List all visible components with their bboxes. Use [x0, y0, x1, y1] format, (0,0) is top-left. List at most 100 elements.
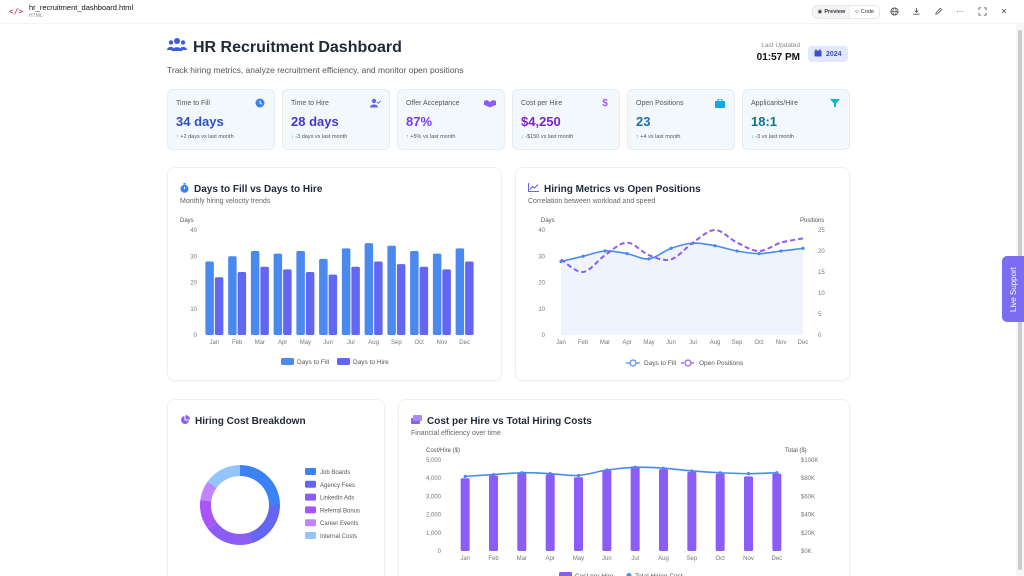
arrow-down-icon: ↓ [521, 134, 524, 140]
line-open-positions [560, 228, 804, 273]
kpi-card-open-positions: Open Positions 23 ↑ +4 vs last month [627, 89, 735, 150]
x-tick-label: Nov [743, 556, 754, 562]
legend-label: Open Positions [699, 360, 744, 367]
fullscreen-icon[interactable] [974, 4, 990, 20]
download-icon[interactable] [908, 4, 924, 20]
x-tick-label: Oct [414, 340, 424, 346]
x-tick-label: Nov [776, 340, 787, 346]
last-updated-label: Last Updated [761, 42, 800, 49]
more-icon[interactable]: ··· [956, 7, 964, 16]
slice-linkedin-ads [207, 522, 253, 545]
kpi-value: 87% [406, 114, 433, 129]
hiring-metrics-line-chart: Days Positions 0 10 20 30 40 0 5 10 15 20 25 Jan Feb Ma… [538, 218, 825, 367]
bar-cost-per-hire [687, 471, 697, 551]
live-support-label: Live Support [1008, 266, 1018, 312]
card-title-text: Hiring Cost Breakdown [195, 416, 306, 427]
days-bar-chart: Days 0 10 20 30 40 Jan Feb Mar Apr May Jun Jul Aug Sep… [180, 218, 474, 366]
card-subtitle: Financial efficiency over time [411, 430, 501, 437]
y-tick-label: 0 [542, 333, 546, 339]
data-point [576, 473, 581, 478]
kpi-change: ↑ +5% vs last month [406, 134, 455, 140]
kpi-card-cost-per-hire: Cost per Hire $ $4,250 ↓ -$150 vs last m… [512, 89, 620, 150]
live-support-button[interactable]: Live Support [1002, 256, 1024, 322]
bar-days-to-fill [455, 248, 465, 335]
slice-agency-fees [248, 505, 280, 544]
y-tick-label: 1,000 [426, 531, 442, 537]
x-tick-label: Apr [622, 340, 631, 346]
kpi-change: ↑ +2 days vs last month [176, 134, 234, 140]
kpi-change: ↓ -$150 vs last month [521, 134, 573, 140]
card-title: Hiring Cost Breakdown [180, 415, 306, 428]
card-title: Cost per Hire vs Total Hiring Costs [411, 415, 592, 427]
legend-label: Internal Costs [320, 534, 357, 540]
line-days-to-fill [560, 242, 804, 263]
year-selector-button[interactable]: 2024 [808, 46, 848, 62]
dollar-icon: $ [602, 97, 608, 109]
legend-swatch [305, 532, 316, 539]
y2-tick-label: $80K [801, 476, 815, 482]
data-point [647, 257, 651, 261]
x-tick-label: Sep [732, 340, 743, 346]
bar-cost-per-hire [630, 466, 640, 551]
year-label: 2024 [826, 50, 842, 58]
user-check-icon [369, 97, 381, 109]
cost-per-hire-combo-chart: Cost/Hire ($) Total ($) 0 1,000 2,000 3,000 4,… [426, 448, 818, 576]
bar-days-to-hire [237, 272, 247, 335]
stopwatch-icon [180, 183, 189, 196]
y2-axis-title: Positions [800, 218, 824, 224]
code-tab[interactable]: ‹› Code [850, 6, 879, 18]
kpi-change-text: +4 vs last month [640, 134, 681, 140]
close-icon[interactable]: ✕ [1000, 7, 1008, 16]
bar-days-to-hire [305, 272, 315, 335]
y-axis-title: Days [180, 218, 194, 224]
data-point [581, 254, 585, 258]
page-header: HR Recruitment Dashboard Track hiring me… [167, 37, 464, 75]
y2-tick-label: 25 [818, 228, 825, 234]
code-icon: ‹› [855, 8, 859, 15]
data-point [605, 468, 609, 472]
edit-icon[interactable] [930, 4, 946, 20]
users-icon [167, 37, 187, 58]
kpi-label: Offer Acceptance [406, 100, 460, 107]
bar-cost-per-hire [602, 470, 612, 551]
preview-tab[interactable]: ◉ Preview [812, 5, 851, 18]
card-subtitle: Monthly hiring velocity trends [180, 198, 271, 205]
data-point [603, 249, 607, 253]
y2-tick-label: 20 [818, 249, 825, 255]
bar-days-to-fill [410, 251, 419, 335]
x-tick-label: Sep [686, 556, 697, 562]
slice-internal-costs [207, 465, 240, 488]
legend-label: Career Events [320, 521, 358, 527]
legend-label: Total Hiring Cost [635, 573, 683, 576]
data-point [633, 465, 637, 469]
kpi-value: 34 days [176, 114, 224, 129]
y2-tick-label: 15 [818, 270, 825, 276]
y-tick-label: 20 [190, 281, 197, 287]
kpi-label: Open Positions [636, 100, 684, 107]
data-point [661, 466, 666, 470]
bar-days-to-hire [465, 261, 474, 335]
data-point [491, 472, 496, 477]
x-tick-label: Jul [347, 340, 355, 346]
file-name: hr_recruitment_dashboard.html [29, 3, 134, 13]
bar-days-to-hire [442, 269, 451, 335]
arrow-up-icon: ↑ [636, 134, 639, 140]
cost-breakdown-card: Hiring Cost Breakdown Job Boards Agency F… [167, 399, 385, 576]
calendar-icon [814, 49, 822, 59]
x-tick-label: Dec [771, 556, 782, 562]
bar-cost-per-hire [715, 473, 725, 551]
card-title: Days to Fill vs Days to Hire [180, 183, 322, 196]
arrow-up-icon: ↑ [176, 134, 179, 140]
cost-per-hire-card: Cost per Hire vs Total Hiring Costs Fina… [398, 399, 850, 576]
data-point [746, 472, 751, 476]
kpi-value: $4,250 [521, 114, 561, 129]
y2-tick-label: $0K [801, 549, 812, 555]
legend-label: Job Boards [320, 470, 350, 476]
file-type: HTML [29, 12, 43, 19]
y-tick-label: 3,000 [426, 494, 442, 500]
x-tick-label: Aug [368, 340, 379, 346]
kpi-change-text: -3 vs last month [755, 134, 795, 140]
globe-icon[interactable] [886, 4, 902, 20]
kpi-card-time-to-fill: Time to Fill 34 days ↑ +2 days vs last m… [167, 89, 275, 150]
y-tick-label: 30 [538, 254, 545, 260]
